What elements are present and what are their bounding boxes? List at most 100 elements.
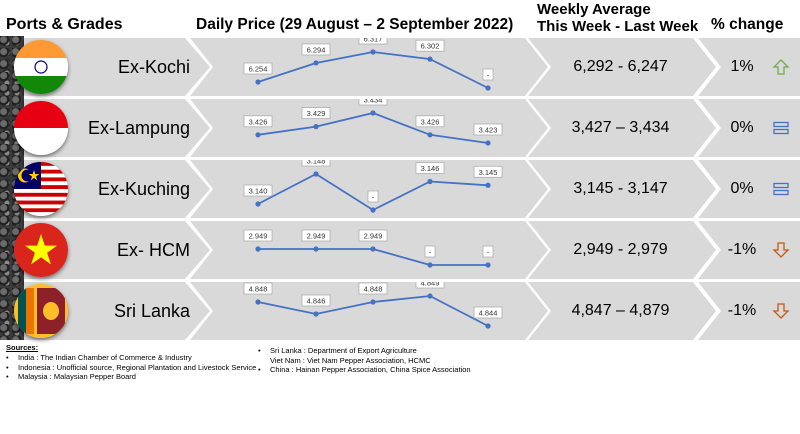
sources-col-1: India : The Indian Chamber of Commerce &… xyxy=(6,353,256,382)
port-name: Ex-Kuching xyxy=(97,179,190,199)
data-label-box xyxy=(301,229,331,242)
data-label: 4.848 xyxy=(249,285,268,294)
table-row: 3.426 3.429 3.434 3.426 3.423 Ex-Lampung 3,427… xyxy=(0,99,800,157)
data-point xyxy=(485,182,491,188)
data-label-box xyxy=(424,245,436,258)
percent-change-value: 0% xyxy=(730,119,754,136)
weekly-chevron xyxy=(528,282,716,340)
data-point xyxy=(427,132,433,138)
arrow-down-icon xyxy=(772,242,790,258)
trend-indicator xyxy=(772,58,790,76)
data-label: - xyxy=(372,193,375,202)
data-point xyxy=(313,60,319,66)
data-label: - xyxy=(487,71,490,80)
weekly-average-value: 3,427 – 3,434 xyxy=(571,119,670,136)
india-flag-icon xyxy=(14,40,68,94)
data-point xyxy=(255,132,261,138)
equal-icon xyxy=(773,182,789,196)
flag-icon xyxy=(14,101,68,155)
data-label-box xyxy=(482,68,494,81)
percent-change-value: 0% xyxy=(730,180,754,197)
arrow-down-icon xyxy=(772,303,790,319)
data-label-box xyxy=(415,282,445,289)
data-point xyxy=(370,207,376,213)
weekly-average-value: 6,292 - 6,247 xyxy=(573,58,668,75)
source-item: Viet Nam : Viet Nam Pepper Association, … xyxy=(270,355,431,365)
row-background: 3.426 3.429 3.434 3.426 3.423 xyxy=(24,99,800,157)
price-board: 6.254 6.294 6.317 6.302 - Ex-Kochi 6,292 - 6,2… xyxy=(0,36,800,340)
trend-indicator xyxy=(772,180,790,198)
trend-indicator xyxy=(772,119,790,137)
data-label: 6.317 xyxy=(364,38,383,44)
percent-change-value: -1% xyxy=(727,302,757,319)
table-row: 4.848 4.846 4.848 4.849 4.844 Sri Lanka 4,847 … xyxy=(0,282,800,340)
data-label: 3.434 xyxy=(364,99,383,105)
port-name: Sri Lanka xyxy=(113,301,190,321)
percent-change-value: -1% xyxy=(727,241,757,258)
change-chevron xyxy=(698,221,800,279)
data-point xyxy=(313,311,319,317)
port-chevron xyxy=(24,221,210,279)
chart-chevron xyxy=(190,282,548,340)
port-chevron xyxy=(24,160,210,218)
data-label-box xyxy=(415,39,445,52)
data-label-box xyxy=(301,43,331,56)
data-point xyxy=(255,299,261,305)
data-label-box xyxy=(482,245,494,258)
data-label: 4.848 xyxy=(364,285,383,294)
data-label: 3.426 xyxy=(249,117,268,126)
data-point xyxy=(485,323,491,329)
data-label-box xyxy=(301,107,331,119)
data-label: 3.146 xyxy=(421,164,440,173)
data-label-box xyxy=(243,229,273,242)
flag-icon xyxy=(14,162,68,216)
data-label-box xyxy=(358,99,388,106)
weekly-average-header-line2: This Week - Last Week xyxy=(537,18,699,35)
change-chevron xyxy=(698,282,800,340)
table-row: 6.254 6.294 6.317 6.302 - Ex-Kochi 6,292 - 6,2… xyxy=(0,38,800,96)
data-label-box xyxy=(243,115,273,128)
malaysia-flag-icon xyxy=(14,162,68,216)
data-point xyxy=(485,262,491,268)
data-point xyxy=(485,85,491,91)
weekly-average-value: 4,847 – 4,879 xyxy=(571,302,670,319)
data-label-box xyxy=(473,165,503,178)
arrow-up-icon xyxy=(772,59,790,75)
data-label-box xyxy=(243,184,273,197)
data-point xyxy=(313,124,319,130)
port-name: Ex-Kochi xyxy=(117,57,190,77)
data-label: 2.949 xyxy=(249,232,268,241)
data-point xyxy=(427,262,433,268)
trend-indicator xyxy=(772,241,790,259)
row-background: 6.254 6.294 6.317 6.302 - xyxy=(24,38,800,96)
data-label: 3.426 xyxy=(421,117,440,126)
port-chevron xyxy=(24,282,210,340)
data-label: 3.429 xyxy=(307,109,326,118)
weekly-chevron xyxy=(528,99,716,157)
data-point xyxy=(255,201,261,207)
row-background: 4.848 4.846 4.848 4.849 4.844 xyxy=(24,282,800,340)
weekly-average-value: 3,145 - 3,147 xyxy=(573,180,668,197)
data-label: 6.302 xyxy=(421,42,440,51)
data-label: 3.423 xyxy=(479,126,498,135)
data-label: 4.846 xyxy=(307,297,326,306)
data-label: 6.294 xyxy=(307,46,326,55)
sources-section: Sources: India : The Indian Chamber of C… xyxy=(6,343,471,381)
table-row: 2.949 2.949 2.949 - - Ex- HCM 2,949 - 2,979 -1% xyxy=(0,221,800,279)
data-point xyxy=(370,246,376,252)
data-label-box xyxy=(358,229,388,242)
source-item: China : Hainan Pepper Association, China… xyxy=(258,365,471,375)
data-label: 6.254 xyxy=(249,65,268,74)
weekly-average-header: Weekly Average This Week - Last Week xyxy=(537,1,698,35)
data-point xyxy=(427,56,433,62)
source-item: Sri Lanka : Department of Export Agricul… xyxy=(258,346,471,356)
chart-chevron xyxy=(190,38,548,96)
chart-chevron xyxy=(190,99,548,157)
trend-indicator xyxy=(772,302,790,320)
port-name: Ex- HCM xyxy=(117,240,190,260)
data-point xyxy=(370,110,376,116)
indonesia-flag-icon xyxy=(14,101,68,155)
data-label-box xyxy=(301,160,331,167)
sources-col-2: Sri Lanka : Department of Export Agricul… xyxy=(258,346,471,375)
data-label-box xyxy=(301,294,331,307)
